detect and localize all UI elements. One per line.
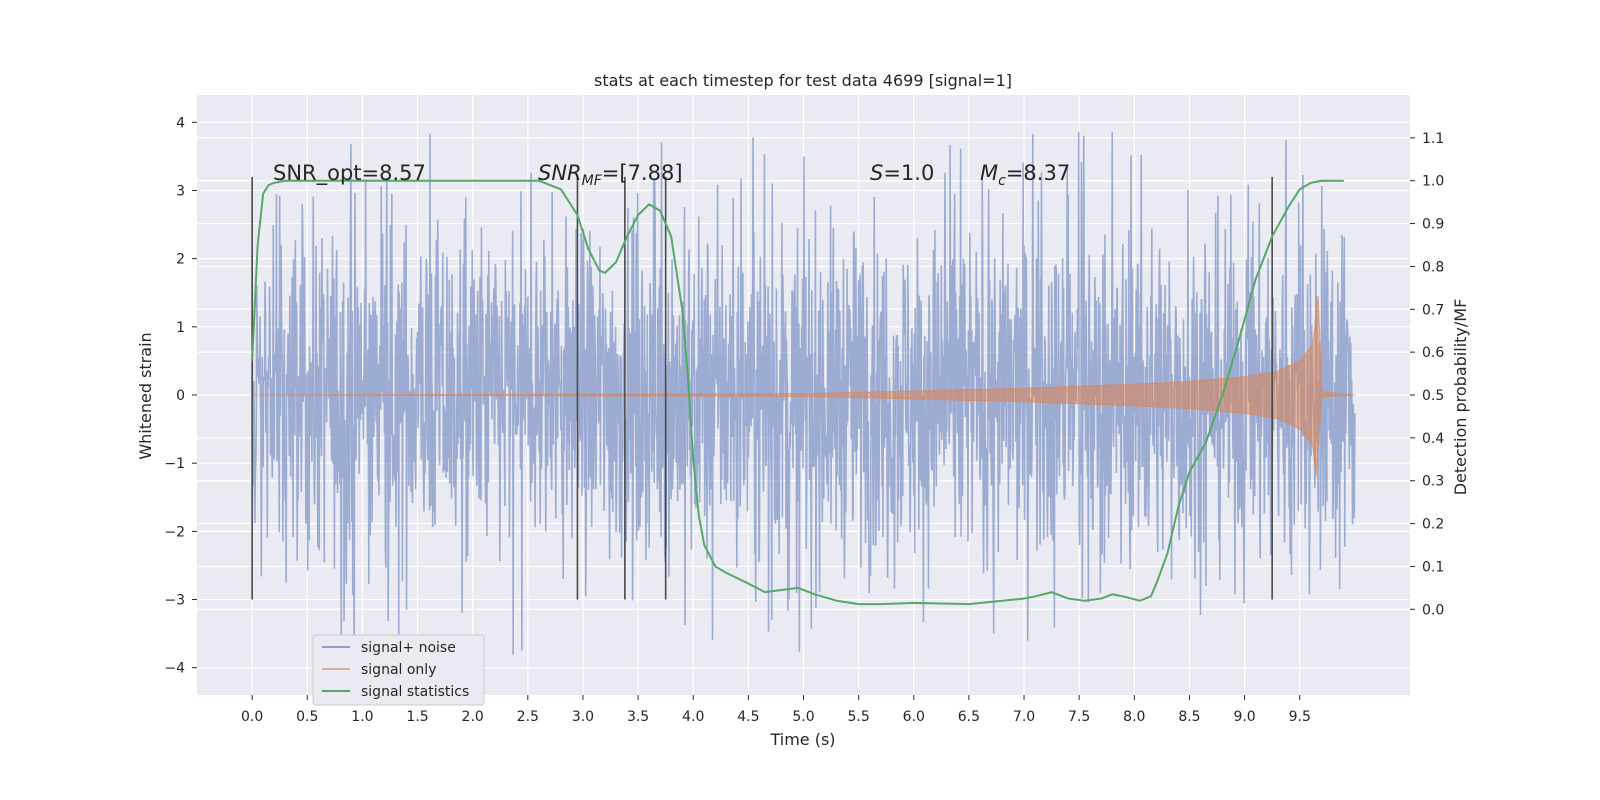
x-tick-label: 3.0 [572, 709, 594, 725]
legend: signal+ noise signal only signal statist… [312, 634, 485, 706]
vertical-markers [251, 176, 1273, 600]
annotation-snr-mf-sub: MF [582, 173, 603, 189]
y-tick-label: 0 [176, 388, 185, 404]
x-tick-label: 0.5 [296, 709, 318, 725]
y-right-tick-label: 0.4 [1422, 431, 1444, 447]
x-tick-label: 4.5 [737, 709, 759, 725]
y-tick-label: −3 [164, 593, 185, 609]
y-tick-label: 3 [176, 183, 185, 199]
x-tick-label: 1.0 [351, 709, 373, 725]
y-tick-label: −2 [164, 524, 185, 540]
x-tick-label: 2.5 [517, 709, 539, 725]
annotation-snr-opt: SNR_opt=8.57 [273, 161, 426, 186]
signal-statistics-line [251, 179, 1344, 606]
y-right-tick-label: 0.9 [1422, 217, 1444, 233]
legend-box [312, 634, 485, 706]
annotation-s-label: S [870, 161, 883, 185]
y-right-tick-label: 0.5 [1422, 388, 1444, 404]
y-tick-label: −4 [164, 661, 185, 677]
x-tick-label: 9.0 [1233, 709, 1255, 725]
y-right-tick-label: 0.1 [1422, 559, 1444, 575]
annotation-mc-base: M [980, 161, 998, 185]
y-axis-label: Whitened strain [136, 332, 155, 459]
x-tick-label: 9.5 [1289, 709, 1311, 725]
y-axis-right-label: Detection probability/MF [1451, 299, 1470, 496]
annotation-s-value: =1.0 [883, 161, 934, 185]
series-signal-statistics [251, 179, 1344, 606]
annotation-s: S=1.0 [870, 161, 934, 185]
chart-title: stats at each timestep for test data 469… [594, 71, 1012, 90]
x-tick-label: 2.0 [462, 709, 484, 725]
x-tick-label: 0.0 [241, 709, 263, 725]
x-tick-label: 4.0 [682, 709, 704, 725]
y-tick-label: 2 [176, 252, 185, 268]
annotation-mc: Mc=8.37 [980, 161, 1070, 189]
y-right-tick-label: 0.3 [1422, 474, 1444, 490]
signal-only-area [252, 296, 1355, 477]
y-right-tick-label: 0.7 [1422, 302, 1444, 318]
x-tick-label: 1.5 [406, 709, 428, 725]
annotation-snr-mf: SNRMF=[7.88] [538, 161, 683, 189]
x-tick-label: 5.0 [792, 709, 814, 725]
y-right-tick-label: 0.6 [1422, 345, 1444, 361]
x-tick-label: 3.5 [627, 709, 649, 725]
x-tick-label: 6.0 [903, 709, 925, 725]
tick-labels: 0.0 0.5 1.0 1.5 2.0 2.5 3.0 3.5 4.0 4.5 5.0 5.5 6.0 6… [164, 115, 1444, 725]
annotation-snr-mf-value: =[7.88] [602, 161, 683, 185]
series-signal-only [252, 296, 1355, 477]
y-tick-label: −1 [164, 456, 185, 472]
y-right-tick-label: 1.1 [1422, 131, 1444, 147]
y-right-tick-label: 0.0 [1422, 602, 1444, 618]
x-tick-label: 8.5 [1178, 709, 1200, 725]
x-tick-label: 7.0 [1013, 709, 1035, 725]
x-tick-label: 6.5 [958, 709, 980, 725]
legend-label-signal-only: signal only [361, 662, 436, 678]
annotation-mc-sub: c [998, 173, 1006, 189]
plot-area [251, 131, 1356, 655]
x-tick-label: 8.0 [1123, 709, 1145, 725]
y-tick-label: 1 [176, 320, 185, 336]
y-right-tick-label: 0.2 [1422, 517, 1444, 533]
legend-label-signal-noise: signal+ noise [361, 640, 456, 656]
legend-label-signal-statistics: signal statistics [361, 684, 469, 700]
x-axis-label: Time (s) [769, 730, 835, 749]
x-tick-label: 7.5 [1068, 709, 1090, 725]
y-right-tick-label: 0.8 [1422, 259, 1444, 275]
y-right-tick-label: 1.0 [1422, 174, 1444, 190]
annotation-mc-value: =8.37 [1006, 161, 1070, 185]
annotations: SNR_opt=8.57 SNRMF=[7.88] S=1.0 Mc=8.37 [273, 161, 1070, 189]
x-tick-label: 5.5 [848, 709, 870, 725]
y-tick-label: 4 [176, 115, 185, 131]
annotation-snr-mf-base: SNR [538, 161, 582, 185]
